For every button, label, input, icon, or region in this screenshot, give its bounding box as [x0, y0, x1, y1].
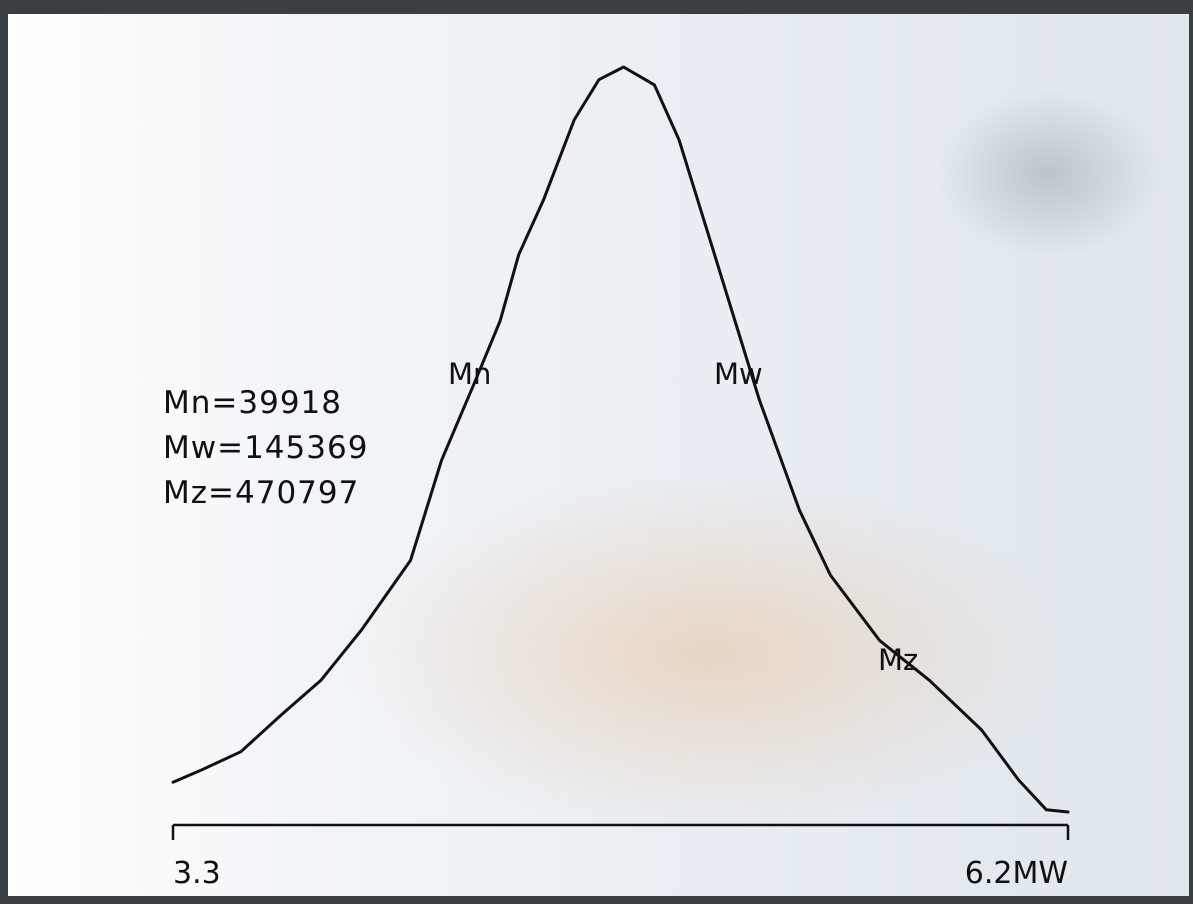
x-tick-label: 6.2MW [965, 856, 1068, 891]
annotation: Mz=470797 [163, 475, 359, 511]
marker-label: Mn [448, 357, 491, 391]
annotation: Mn=39918 [163, 385, 342, 421]
annotation: Mw=145369 [163, 430, 368, 466]
x-tick-label: 3.3 [173, 856, 221, 891]
distribution-curve [171, 65, 1070, 814]
marker-label: Mz [878, 643, 918, 677]
